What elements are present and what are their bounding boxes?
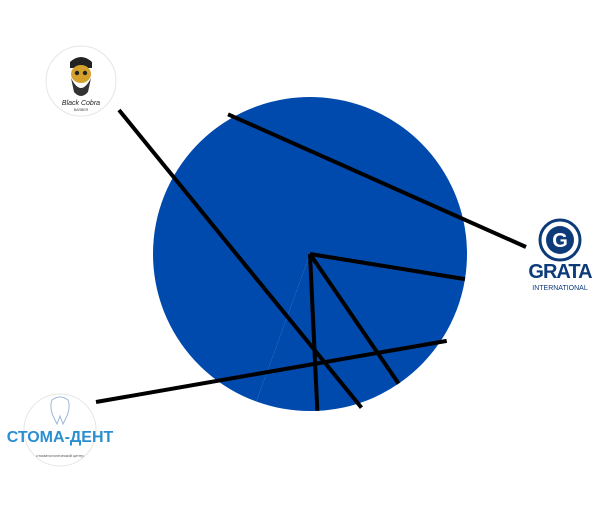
pie-slices (153, 97, 468, 411)
stoma-dent-name: СТОМА-ДЕНТ (7, 429, 114, 446)
leader-lines (95, 108, 527, 409)
black-cobra-logo: Black Cobra BARBER (45, 45, 117, 117)
svg-text:G: G (552, 230, 568, 252)
stoma-dent-logo: СТОМА-ДЕНТ стоматологический центр (7, 393, 114, 467)
grata-g-icon: G (546, 226, 574, 254)
slice-separator (308, 252, 401, 385)
leader-line (227, 112, 527, 249)
slice-separator (308, 253, 320, 411)
grata-sub: INTERNATIONAL (532, 285, 588, 292)
pie-slice (153, 97, 468, 402)
bearded-skull-icon (70, 57, 92, 96)
black-cobra-sub: BARBER (74, 108, 89, 112)
tooth-icon (50, 396, 70, 426)
slice-separator (309, 252, 466, 282)
leader-line (95, 338, 448, 404)
slice-separators (308, 252, 466, 411)
stoma-dent-sub: стоматологический центр (36, 453, 84, 458)
pie-slice (310, 254, 465, 384)
grata-name: GRATA (528, 261, 592, 283)
black-cobra-name: Black Cobra (62, 100, 100, 107)
grata-logo: G GRATA INTERNATIONAL (528, 218, 593, 292)
leader-line (117, 108, 364, 409)
